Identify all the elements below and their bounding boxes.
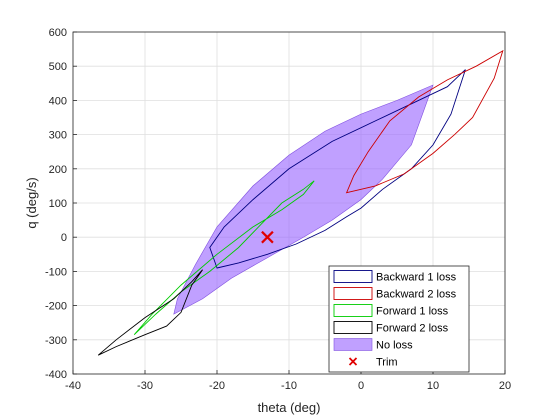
- legend-label: Backward 2 loss: [376, 289, 457, 301]
- legend-box: [328, 265, 470, 373]
- legend-label: No loss: [376, 340, 413, 352]
- x-axis-label: theta (deg): [258, 400, 321, 415]
- series-backward-2-loss: [345, 49, 504, 194]
- y-tick-label: -100: [45, 266, 67, 278]
- legend-item-backward-2-loss: Backward 2 loss: [333, 287, 457, 301]
- ticks: -40 -30 -20 -10 0 10 20-400-300-200-1000100200…: [45, 27, 511, 392]
- legend-item-no-loss: No loss: [333, 338, 413, 352]
- x-tick-label: 0: [358, 380, 364, 392]
- legend-item-forward-1-loss: Forward 1 loss: [333, 304, 449, 318]
- y-axis-label: q (deg/s): [24, 177, 39, 228]
- x-tick-label: -40: [65, 380, 81, 392]
- series-forward-2-loss: [97, 269, 203, 356]
- legend-item-trim: Trim: [348, 357, 398, 369]
- y-tick-label: -400: [45, 369, 67, 381]
- y-tick-label: 100: [49, 198, 67, 210]
- legend-label: Backward 1 loss: [376, 272, 457, 284]
- legend-item-forward-2-loss: Forward 2 loss: [333, 321, 449, 335]
- series-no-loss: [173, 84, 434, 315]
- legend: Backward 1 loss Backward 2 loss Forward 1 …: [328, 265, 470, 373]
- x-tick-label: -30: [137, 380, 153, 392]
- y-tick-label: 300: [49, 130, 67, 142]
- x-tick-label: -10: [281, 380, 297, 392]
- y-tick-label: -300: [45, 335, 67, 347]
- series-backward-1-loss: [209, 69, 466, 269]
- series-forward-1-loss: [133, 180, 315, 336]
- x-tick-label: -20: [209, 380, 225, 392]
- x-tick-label: 20: [499, 380, 511, 392]
- legend-label: Forward 2 loss: [376, 323, 449, 335]
- y-tick-label: -200: [45, 301, 67, 313]
- legend-label: Forward 1 loss: [376, 306, 449, 318]
- series-trim-marker: [261, 230, 274, 244]
- series-layer: [97, 49, 504, 356]
- y-tick-label: 0: [61, 232, 67, 244]
- y-tick-label: 400: [49, 95, 67, 107]
- y-tick-label: 500: [49, 61, 67, 73]
- legend-item-backward-1-loss: Backward 1 loss: [333, 270, 457, 284]
- y-tick-label: 600: [49, 27, 67, 39]
- x-tick-label: 10: [427, 380, 439, 392]
- legend-label: Trim: [376, 357, 398, 369]
- y-tick-label: 200: [49, 164, 67, 176]
